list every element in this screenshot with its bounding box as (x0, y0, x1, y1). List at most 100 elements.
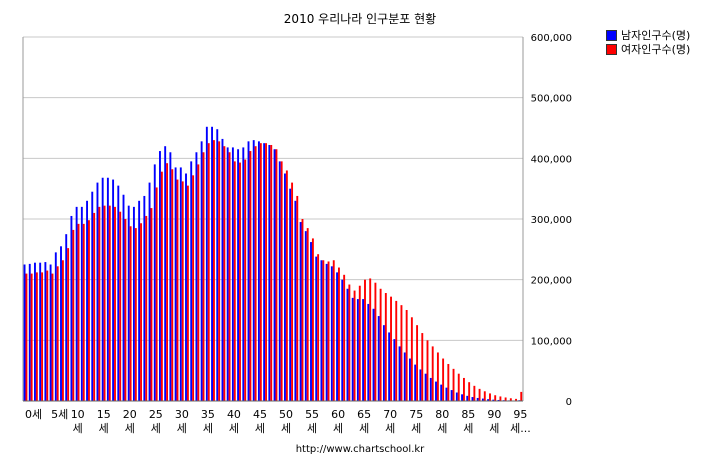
x-tick-label: 15 세 (97, 408, 111, 435)
bar-female (317, 254, 320, 401)
bar-female (364, 279, 366, 401)
bar-female (499, 396, 502, 401)
bar-female (390, 296, 392, 401)
bar-male (237, 149, 240, 401)
legend-swatch-female (606, 43, 617, 55)
bar-male (252, 140, 255, 401)
bar-female (244, 159, 247, 401)
x-tick-label: 20 세 (123, 408, 137, 435)
bar-male (195, 152, 198, 401)
bar-female (285, 170, 288, 401)
bar-male (169, 152, 172, 401)
bar-male (393, 339, 396, 401)
legend-swatch-male (606, 29, 617, 41)
bar-male (242, 147, 245, 401)
bar-male (461, 394, 463, 401)
bar-male (263, 143, 266, 401)
x-tick-label: 55 세 (305, 408, 319, 435)
bar-female (353, 290, 356, 401)
bar-male (164, 146, 167, 401)
bar-female (46, 270, 49, 401)
bar-female (259, 143, 262, 401)
bar-male (153, 164, 156, 401)
bar-female (478, 388, 481, 401)
bar-male (65, 234, 68, 401)
bar-male (44, 262, 47, 401)
bar-male (492, 399, 495, 401)
bar-female (515, 398, 517, 401)
bar-female (436, 352, 439, 401)
bar-female (301, 219, 304, 401)
bar-female (384, 293, 387, 401)
axes (22, 37, 524, 402)
bar-female (358, 285, 361, 401)
x-tick-label: 45 세 (253, 408, 267, 435)
bar-male (403, 352, 406, 401)
legend: 남자인구수(명) 여자인구수(명) (606, 28, 690, 56)
bar-male (455, 392, 458, 401)
bar-male (487, 399, 490, 401)
bar-female (155, 187, 158, 401)
y-axis-tick-labels: 0 100,000 200,000 300,000 400,000 500,000 600,… (531, 33, 572, 408)
bar-male (132, 206, 135, 401)
bar-male (268, 144, 271, 401)
bar-female (82, 223, 85, 401)
bar-female (489, 393, 491, 401)
bar-male (304, 231, 307, 401)
bar-female (202, 152, 205, 401)
bar-male (174, 167, 177, 401)
bar-male (346, 288, 349, 401)
bar-male (388, 332, 391, 401)
bar-female (41, 272, 44, 401)
bar-female (452, 368, 455, 401)
bar-male (86, 200, 88, 401)
bar-female (119, 211, 122, 401)
x-tick-label: 5세 (51, 408, 68, 421)
bar-female (322, 260, 325, 401)
bar-male (362, 299, 365, 401)
bar-female (338, 267, 340, 401)
x-axis-tick-labels: 0세 5세 10 세 15 세 20 세 25 세 30 세 35 세 40 세 45 세 50 세 55 세 60 세 65 세… (25, 408, 531, 435)
bar-male (330, 266, 333, 401)
source-url: http://www.chartschool.kr (295, 444, 425, 455)
bar-female (67, 248, 70, 401)
bar-female (150, 208, 153, 401)
bar-male (278, 161, 281, 401)
bar-male (273, 149, 276, 401)
bar-male (190, 161, 193, 401)
bar-female (426, 340, 429, 401)
bar-male (377, 316, 380, 401)
bar-male (226, 147, 229, 401)
legend-item-female: 여자인구수(명) (606, 42, 690, 56)
bar-male (75, 206, 78, 401)
bar-female (348, 284, 351, 401)
bar-female (166, 163, 169, 401)
bar-male (138, 200, 141, 401)
bar-female (291, 182, 294, 401)
bar-male (382, 325, 385, 401)
bar-male (351, 297, 354, 401)
bar-female (25, 273, 28, 401)
bar-female (124, 219, 127, 401)
bar-female (405, 310, 408, 401)
bar-female (509, 398, 512, 401)
bar-male (440, 384, 443, 401)
bar-female (88, 220, 90, 401)
bar-male (257, 141, 260, 401)
bar-female (369, 278, 372, 401)
bar-female (494, 395, 497, 401)
bar-male (367, 303, 370, 401)
bar-female (410, 317, 413, 401)
bar-female (332, 260, 335, 401)
bar-female (468, 382, 471, 401)
bar-male (80, 206, 83, 401)
bar-female (254, 146, 257, 401)
bar-male (450, 390, 453, 401)
bar-female (129, 226, 132, 401)
bar-female (239, 162, 241, 401)
bar-male (117, 185, 120, 401)
bar-male (372, 308, 375, 401)
bar-female (103, 205, 106, 401)
bar-male (497, 399, 500, 401)
bar-female (223, 146, 226, 401)
